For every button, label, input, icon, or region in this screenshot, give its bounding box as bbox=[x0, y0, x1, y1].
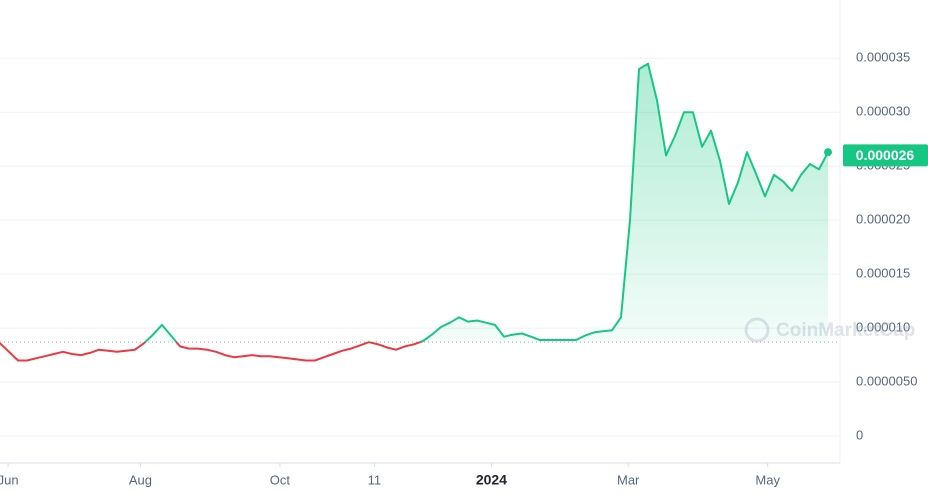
x-tick-label: Aug bbox=[129, 472, 152, 487]
y-tick-label: 0.000015 bbox=[856, 266, 910, 281]
price-line bbox=[0, 62, 829, 362]
x-tick-label: 2024 bbox=[476, 472, 507, 488]
price-area bbox=[145, 63, 828, 343]
y-tick-label: 0.000035 bbox=[856, 50, 910, 65]
x-tick-label: May bbox=[755, 472, 780, 487]
x-tick-label: 11 bbox=[368, 472, 382, 487]
y-tick-label: 0.000010 bbox=[856, 320, 910, 335]
y-tick-label: 0.0000050 bbox=[856, 373, 917, 388]
price-badge bbox=[843, 144, 928, 167]
last-point bbox=[824, 148, 832, 157]
y-tick-label: 0.000030 bbox=[856, 104, 910, 119]
y-tick-label: 0 bbox=[856, 427, 863, 442]
x-tick-label: Oct bbox=[270, 472, 291, 487]
y-tick-label: 0.000020 bbox=[856, 212, 910, 227]
price-badge-label: 0.000026 bbox=[856, 147, 915, 163]
x-tick-label: Mar bbox=[617, 472, 640, 487]
x-tick-label: Jun bbox=[0, 472, 19, 487]
